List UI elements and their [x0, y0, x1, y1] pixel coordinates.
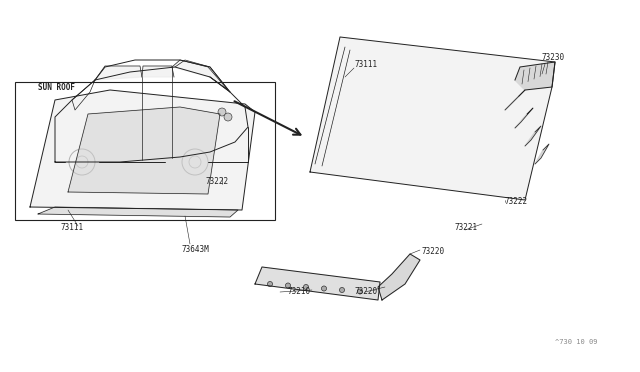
Polygon shape	[515, 108, 533, 128]
Text: 73221: 73221	[455, 223, 478, 232]
Text: SUN ROOF: SUN ROOF	[38, 83, 75, 92]
Polygon shape	[525, 126, 541, 146]
Polygon shape	[95, 66, 142, 80]
Polygon shape	[378, 254, 420, 300]
Text: 73222: 73222	[505, 197, 528, 206]
Circle shape	[285, 283, 291, 288]
Polygon shape	[30, 90, 255, 210]
Text: 73643M: 73643M	[182, 245, 210, 254]
Text: 73111: 73111	[60, 223, 83, 232]
Polygon shape	[38, 207, 238, 217]
Polygon shape	[505, 90, 525, 110]
Polygon shape	[142, 66, 174, 77]
Circle shape	[268, 282, 273, 286]
Text: 73111: 73111	[355, 60, 378, 69]
Text: 73210: 73210	[288, 287, 311, 296]
Text: 73220: 73220	[422, 247, 445, 256]
Polygon shape	[310, 37, 555, 200]
Bar	[15, 82, 275, 220]
Polygon shape	[535, 144, 549, 164]
Polygon shape	[172, 60, 228, 90]
Circle shape	[339, 288, 344, 292]
Text: 73220: 73220	[355, 287, 378, 296]
Circle shape	[224, 113, 232, 121]
Circle shape	[303, 285, 308, 289]
Polygon shape	[515, 62, 555, 90]
Text: ^730 10 09: ^730 10 09	[555, 339, 598, 345]
Text: 73230: 73230	[542, 53, 565, 62]
Text: 73222: 73222	[205, 177, 228, 186]
Circle shape	[358, 289, 362, 294]
Polygon shape	[68, 107, 220, 194]
Circle shape	[218, 108, 226, 116]
Circle shape	[321, 286, 326, 291]
Polygon shape	[255, 267, 380, 300]
